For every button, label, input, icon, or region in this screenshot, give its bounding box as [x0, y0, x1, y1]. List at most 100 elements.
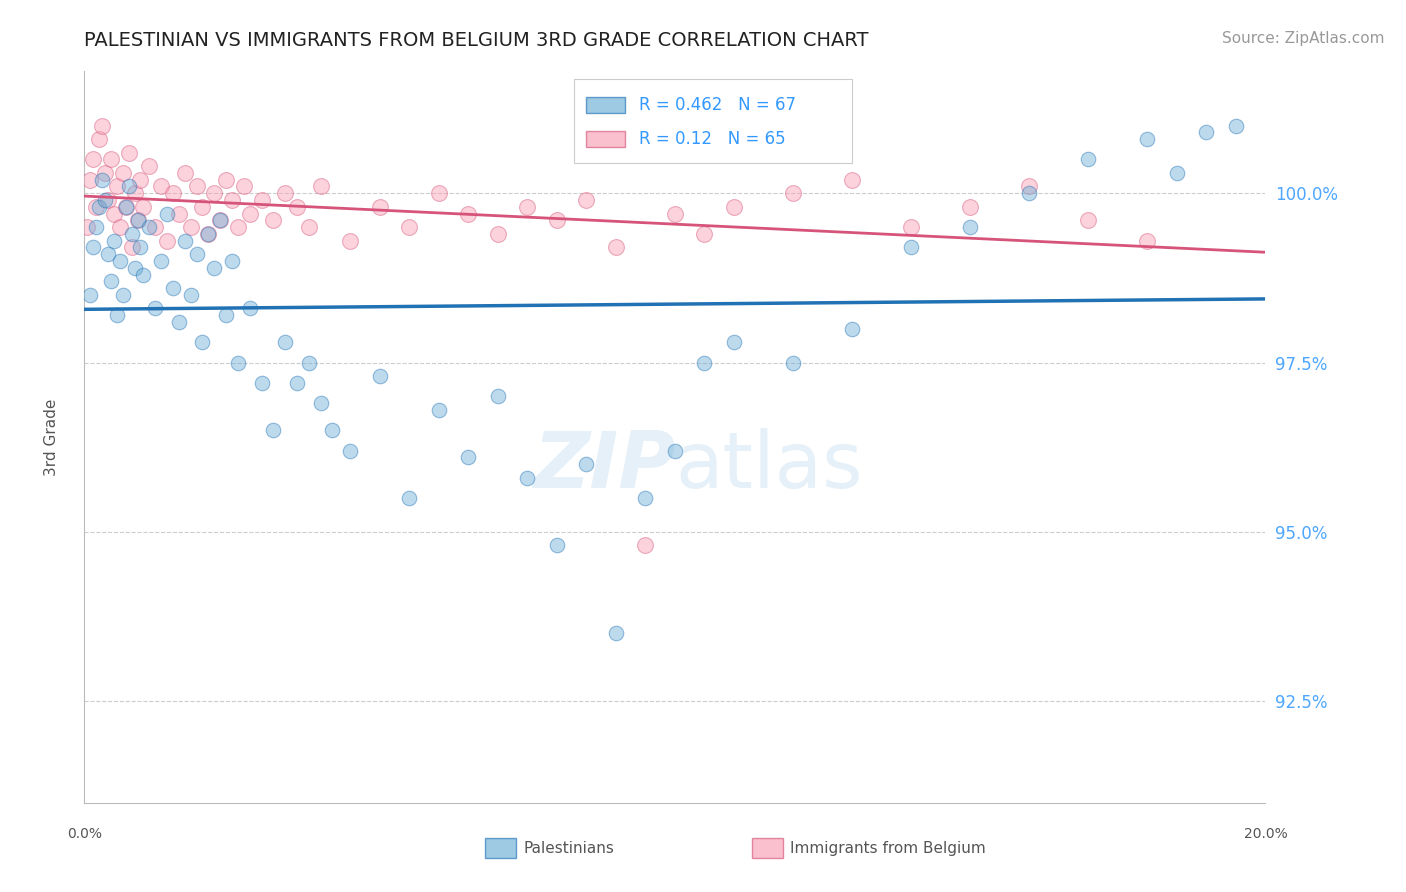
Point: [127, 213, 149, 227]
Point: [191, 335, 214, 350]
Point: [1018, 186, 1040, 201]
Point: [202, 186, 225, 201]
Point: [209, 213, 232, 227]
Point: [143, 220, 166, 235]
Point: [91, 172, 114, 186]
Point: [575, 193, 598, 207]
Point: [124, 260, 146, 275]
Point: [368, 200, 391, 214]
Point: [226, 355, 249, 369]
Text: ZIP: ZIP: [533, 428, 675, 504]
Point: [150, 254, 173, 268]
Point: [91, 119, 114, 133]
Point: [723, 200, 745, 214]
Point: [215, 172, 238, 186]
Point: [84, 200, 107, 214]
Point: [274, 186, 297, 201]
Point: [167, 315, 190, 329]
Point: [105, 179, 128, 194]
Text: R = 0.12   N = 65: R = 0.12 N = 65: [640, 129, 786, 148]
Point: [841, 322, 863, 336]
Text: R = 0.462   N = 67: R = 0.462 N = 67: [640, 96, 796, 114]
Point: [398, 491, 420, 505]
Point: [97, 247, 120, 261]
Point: [250, 193, 273, 207]
Point: [959, 200, 981, 214]
Point: [138, 220, 160, 235]
Point: [1077, 213, 1099, 227]
Point: [197, 227, 219, 241]
Point: [191, 200, 214, 214]
Point: [250, 376, 273, 390]
Point: [103, 234, 125, 248]
Point: [97, 193, 120, 207]
Point: [121, 240, 143, 254]
Point: [156, 234, 179, 248]
Point: [486, 389, 509, 403]
Point: [79, 172, 101, 186]
Point: [143, 301, 166, 316]
Point: [197, 227, 219, 241]
Point: [118, 179, 141, 194]
Point: [118, 145, 141, 160]
Point: [664, 206, 686, 220]
Point: [239, 206, 262, 220]
Point: [1136, 234, 1159, 248]
Point: [100, 274, 122, 288]
Point: [486, 227, 509, 241]
Point: [209, 213, 232, 227]
Point: [427, 403, 450, 417]
Point: [339, 443, 361, 458]
Point: [173, 166, 195, 180]
Point: [76, 220, 98, 235]
Point: [900, 220, 922, 235]
Point: [121, 227, 143, 241]
Point: [202, 260, 225, 275]
Point: [274, 335, 297, 350]
Point: [262, 423, 284, 437]
Point: [1195, 125, 1218, 139]
Point: [321, 423, 343, 437]
Point: [108, 254, 131, 268]
Point: [138, 159, 160, 173]
Point: [129, 240, 152, 254]
Point: [298, 220, 321, 235]
Point: [108, 220, 131, 235]
Point: [94, 166, 117, 180]
Point: [173, 234, 195, 248]
Point: [232, 179, 254, 194]
Point: [162, 186, 184, 201]
Point: [132, 200, 155, 214]
Point: [100, 153, 122, 167]
Point: [82, 240, 104, 254]
Point: [782, 355, 804, 369]
Point: [162, 281, 184, 295]
Text: 3rd Grade: 3rd Grade: [44, 399, 59, 475]
Point: [127, 213, 149, 227]
Point: [79, 288, 101, 302]
Point: [180, 220, 202, 235]
Point: [129, 172, 152, 186]
Point: [457, 450, 479, 465]
Point: [516, 200, 538, 214]
Text: PALESTINIAN VS IMMIGRANTS FROM BELGIUM 3RD GRADE CORRELATION CHART: PALESTINIAN VS IMMIGRANTS FROM BELGIUM 3…: [84, 31, 869, 50]
Point: [339, 234, 361, 248]
Point: [368, 369, 391, 384]
Point: [605, 240, 627, 254]
Point: [124, 186, 146, 201]
Point: [186, 179, 208, 194]
Point: [285, 200, 308, 214]
Text: Source: ZipAtlas.com: Source: ZipAtlas.com: [1222, 31, 1385, 46]
Point: [427, 186, 450, 201]
Point: [1077, 153, 1099, 167]
Point: [1225, 119, 1247, 133]
Point: [87, 132, 111, 146]
Text: 20.0%: 20.0%: [1243, 827, 1288, 840]
Point: [723, 335, 745, 350]
Point: [516, 471, 538, 485]
Point: [959, 220, 981, 235]
Point: [693, 355, 716, 369]
Point: [634, 538, 657, 552]
Point: [87, 200, 111, 214]
Text: atlas: atlas: [675, 428, 862, 504]
